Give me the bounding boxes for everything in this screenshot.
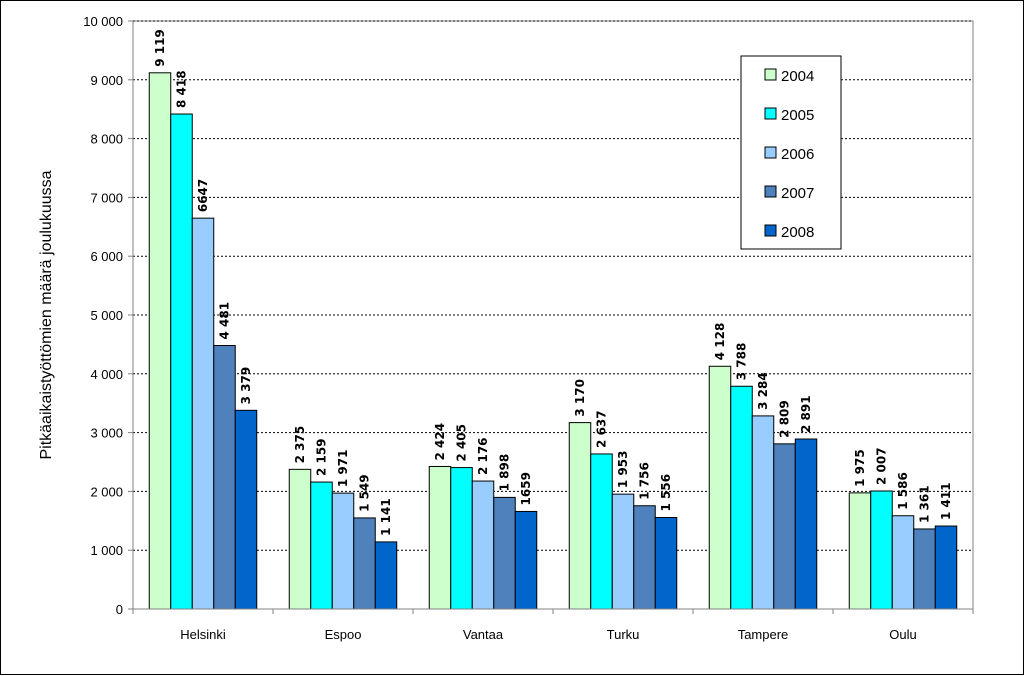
data-label: 3 170 [573,379,587,417]
bar [870,490,893,610]
legend-label: 2007 [781,185,814,202]
bar [514,510,538,610]
bar [374,541,398,610]
bar [891,515,915,610]
data-label: 1659 [519,472,533,505]
y-tick-label: 9 000 [90,73,123,88]
bar [148,72,172,610]
bar [568,422,592,610]
data-label: 2 637 [595,410,609,448]
data-label: 2 809 [778,400,792,438]
x-tick-label: Vantaa [463,627,504,642]
data-label: 2 375 [293,426,307,464]
y-tick-label: 4 000 [90,367,123,382]
data-label: 1 556 [659,474,673,512]
bar [611,493,635,610]
legend-swatch [764,107,777,120]
bar [288,468,312,610]
bar [331,492,355,610]
data-label: 1 975 [853,449,867,487]
bar [848,492,872,610]
data-label: 1 411 [939,482,953,520]
data-label: 9 119 [153,29,167,67]
data-label: 2 176 [476,437,490,475]
data-label: 1 756 [638,462,652,500]
legend-label: 2008 [781,224,814,241]
data-label: 3 379 [239,367,253,405]
bar [493,496,516,610]
data-label: 1 586 [896,472,910,510]
bar [751,415,775,610]
data-label: 4 481 [218,302,232,340]
data-label: 3 788 [735,343,749,381]
data-label: 2 007 [875,447,889,485]
bar [170,113,193,610]
bar [773,443,796,610]
legend-swatch [764,224,777,237]
y-tick-label: 2 000 [90,484,123,499]
data-label: 2 405 [455,424,469,462]
y-tick-label: 1 000 [90,543,123,558]
bar [353,517,376,610]
legend-label: 2005 [781,107,814,124]
x-tick-label: Oulu [889,627,916,642]
data-label: 2 891 [799,395,813,433]
data-label: 6647 [196,179,210,212]
legend-swatch [764,68,777,81]
data-labels: 9 119 8 418 6647 4 481 3 379 2 375 2 159 1 971 1… [153,29,953,536]
y-tick-label: 8 000 [90,132,123,147]
bar [654,517,678,610]
axes: 0 1 000 2 000 3 000 4 000 5 000 6 000 7 000 8 00… [83,14,974,642]
bar [708,365,732,610]
data-label: 2 424 [433,423,447,461]
y-tick-label: 3 000 [90,426,123,441]
x-tick-label: Tampere [738,627,789,642]
bar [234,409,258,610]
data-label: 1 953 [616,451,630,489]
legend-label: 2006 [781,146,814,163]
y-tick-label: 7 000 [90,190,123,205]
bar [191,217,215,610]
y-tick-label: 5 000 [90,308,123,323]
data-label: 1 361 [918,485,932,523]
y-tick-label: 10 000 [83,14,123,29]
data-label: 1 141 [379,498,393,536]
bar [934,525,958,610]
bar [633,505,656,610]
legend-swatch [764,185,777,198]
x-tick-label: Turku [607,627,640,642]
data-label: 3 284 [756,372,770,410]
legend-label: 2004 [781,68,814,85]
bars [148,72,958,610]
bar [913,528,936,610]
bar [590,453,613,610]
y-tick-label: 0 [116,602,123,617]
bar [450,467,473,610]
data-label: 1 971 [336,450,350,488]
bar [471,480,495,610]
x-tick-label: Helsinki [180,627,226,642]
data-label: 8 418 [175,70,189,108]
y-axis-label: Pitkäaikaistyöttömien määrä joulukuussa [38,170,55,459]
bar [794,438,818,610]
bar [310,481,333,610]
bar [213,345,236,610]
data-label: 2 159 [315,438,329,476]
x-tick-label: Espoo [325,627,362,642]
bar [428,465,452,610]
data-label: 1 898 [498,454,512,492]
y-tick-label: 6 000 [90,249,123,264]
data-label: 1 549 [358,474,372,512]
bar [730,385,753,610]
legend: 2004 2005 2006 2007 2008 [740,55,842,250]
legend-swatch [764,146,777,159]
data-label: 4 128 [713,323,727,361]
legend-box [740,55,842,250]
